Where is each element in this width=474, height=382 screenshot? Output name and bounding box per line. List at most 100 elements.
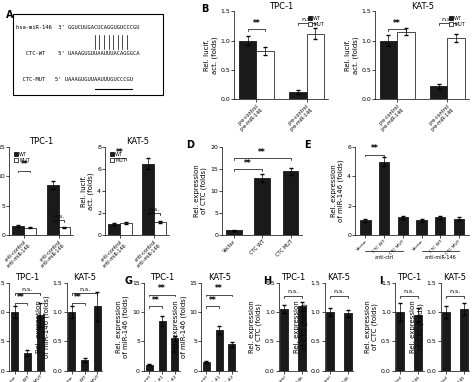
Text: **: ** — [371, 144, 379, 153]
Bar — [24, 353, 31, 371]
Y-axis label: Rel. expression
of CTC (folds): Rel. expression of CTC (folds) — [294, 300, 308, 353]
Bar — [36, 315, 44, 371]
Title: TPC-1: TPC-1 — [29, 138, 54, 146]
Y-axis label: Rel. lucif.
act. (folds): Rel. lucif. act. (folds) — [81, 172, 94, 210]
Text: G: G — [125, 276, 133, 286]
Y-axis label: Rel. expression
of CTC (folds): Rel. expression of CTC (folds) — [410, 300, 424, 353]
Text: anti-miR-146: anti-miR-146 — [424, 255, 456, 260]
Y-axis label: Rel. expression
of CTC (folds): Rel. expression of CTC (folds) — [249, 300, 262, 353]
Legend: WT, MUT: WT, MUT — [306, 14, 326, 29]
Bar — [146, 365, 153, 371]
Title: TPC-1: TPC-1 — [281, 273, 305, 282]
Text: I: I — [379, 276, 383, 286]
Bar — [454, 219, 464, 235]
Text: **: ** — [209, 296, 217, 305]
Bar — [380, 40, 397, 99]
Bar — [171, 338, 178, 371]
Bar — [298, 306, 306, 371]
Text: CTC-WT    5' UAAAGUGUUAAUUUACAGGGCA: CTC-WT 5' UAAAGUGUUAAUUUACAGGGCA — [16, 51, 139, 56]
Bar — [142, 163, 155, 235]
Text: **: ** — [158, 284, 166, 293]
Text: hsa-miR-146  3' GGUCUUGACUCAGGUGUCCCGU: hsa-miR-146 3' GGUCUUGACUCAGGUGUCCCGU — [16, 25, 139, 30]
Bar — [228, 344, 236, 371]
Title: TPC-1: TPC-1 — [397, 273, 421, 282]
Bar — [81, 360, 88, 371]
Bar — [158, 321, 165, 371]
Bar — [11, 312, 18, 371]
Text: n.s.: n.s. — [442, 17, 453, 22]
Bar — [155, 222, 166, 235]
Title: KAT-5: KAT-5 — [126, 138, 149, 146]
Text: **: ** — [393, 19, 401, 28]
Bar — [379, 162, 389, 235]
Text: n.s.: n.s. — [288, 290, 299, 295]
Bar — [203, 362, 210, 371]
Title: TPC-1: TPC-1 — [15, 273, 39, 282]
Bar — [344, 313, 352, 371]
Y-axis label: Rel. expression
of miR-146 (folds): Rel. expression of miR-146 (folds) — [116, 295, 129, 358]
Bar — [307, 34, 324, 99]
Text: B: B — [201, 5, 209, 15]
Text: n.s.: n.s. — [149, 207, 160, 212]
Bar — [46, 185, 58, 235]
Text: n.s.: n.s. — [404, 290, 415, 295]
Text: E: E — [304, 140, 310, 150]
Title: TPC-1: TPC-1 — [150, 273, 174, 282]
Text: **: ** — [17, 293, 25, 302]
Text: **: ** — [244, 159, 252, 168]
Y-axis label: Rel. expression
of CTC (folds): Rel. expression of CTC (folds) — [194, 165, 208, 217]
Text: n.s.: n.s. — [22, 287, 33, 292]
Y-axis label: Rel. expression
of miR-146 (folds): Rel. expression of miR-146 (folds) — [331, 160, 344, 222]
Bar — [239, 40, 256, 99]
Title: KAT-5: KAT-5 — [208, 273, 231, 282]
Bar — [68, 312, 75, 371]
Y-axis label: Rel. lucif.
act. (folds): Rel. lucif. act. (folds) — [204, 36, 218, 74]
Bar — [283, 171, 299, 235]
Bar — [360, 220, 371, 235]
Y-axis label: Rel. expression
of miR-146 (folds): Rel. expression of miR-146 (folds) — [173, 295, 187, 358]
Bar — [435, 217, 446, 235]
Bar — [255, 178, 270, 235]
Title: KAT-5: KAT-5 — [444, 273, 466, 282]
Text: **: ** — [253, 19, 260, 28]
Bar — [226, 230, 242, 235]
Title: TPC-1: TPC-1 — [269, 2, 293, 11]
Title: KAT-5: KAT-5 — [73, 273, 96, 282]
Text: n.s.: n.s. — [449, 290, 461, 295]
Text: **: ** — [258, 148, 266, 157]
Y-axis label: Rel. expression
of miR-146 (folds): Rel. expression of miR-146 (folds) — [36, 295, 50, 358]
Y-axis label: Rel. lucif.
act. (folds): Rel. lucif. act. (folds) — [345, 36, 359, 74]
Bar — [326, 312, 334, 371]
Bar — [398, 217, 408, 235]
Bar — [24, 228, 36, 235]
Bar — [120, 223, 132, 235]
Bar — [108, 224, 120, 235]
Title: KAT-5: KAT-5 — [411, 2, 434, 11]
Text: **: ** — [74, 293, 82, 302]
Bar — [256, 51, 274, 99]
Bar — [94, 306, 101, 371]
Legend: WT, MUT: WT, MUT — [447, 14, 467, 29]
Bar — [430, 86, 447, 99]
Bar — [397, 32, 415, 99]
Bar — [460, 309, 468, 371]
FancyBboxPatch shape — [13, 14, 163, 95]
Title: KAT-5: KAT-5 — [328, 273, 350, 282]
Text: n.s.: n.s. — [53, 214, 64, 219]
Bar — [447, 38, 465, 99]
Text: **: ** — [152, 296, 160, 305]
Legend: WT, MUT: WT, MUT — [12, 150, 32, 165]
Bar — [216, 330, 223, 371]
Bar — [280, 309, 288, 371]
Bar — [289, 92, 307, 99]
Text: anti-ctrl: anti-ctrl — [374, 255, 394, 260]
Text: **: ** — [215, 284, 223, 293]
Bar — [12, 226, 24, 235]
Text: H: H — [263, 276, 271, 286]
Y-axis label: Rel. expression
of CTC (folds): Rel. expression of CTC (folds) — [365, 300, 378, 353]
Text: n.s.: n.s. — [333, 290, 345, 295]
Text: **: ** — [116, 148, 124, 157]
Legend: WT, MUT: WT, MUT — [108, 150, 128, 165]
Text: CTC-MUT   5' UAAAGUGUUAAUUUGUCCCGU: CTC-MUT 5' UAAAGUGUUAAUUUGUCCCGU — [16, 77, 133, 82]
Text: A: A — [6, 10, 14, 20]
